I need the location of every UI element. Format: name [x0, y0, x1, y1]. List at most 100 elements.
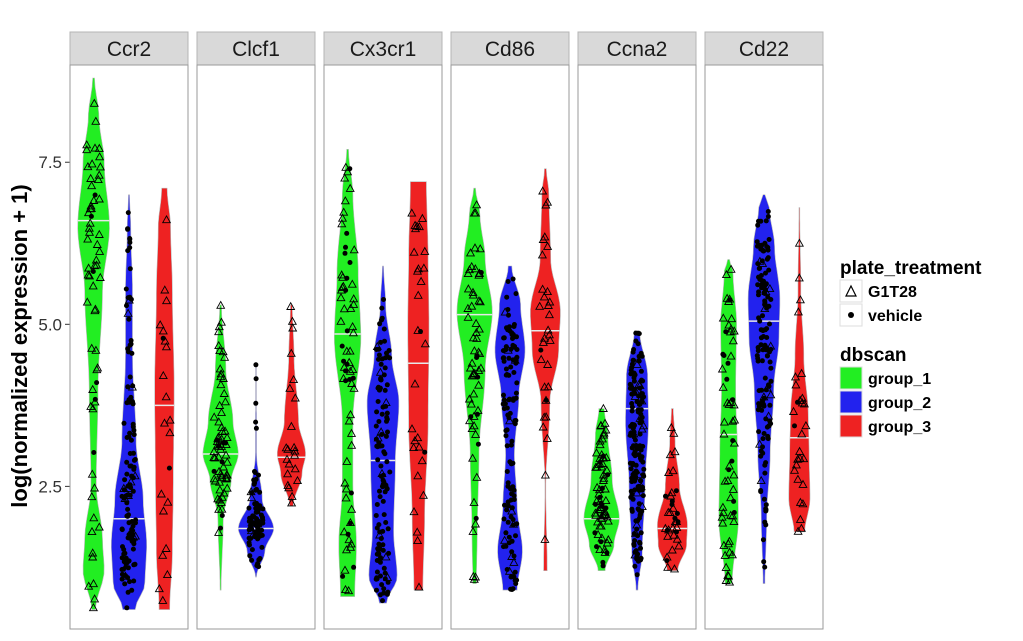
- data-point-vehicle: [792, 423, 797, 429]
- data-point-vehicle: [474, 353, 480, 359]
- data-point-vehicle: [501, 392, 506, 398]
- data-point-g1t28: [222, 470, 232, 479]
- data-point-g1t28: [630, 550, 640, 559]
- data-point-g1t28: [336, 316, 346, 325]
- data-point-g1t28: [412, 527, 422, 536]
- data-point-vehicle: [343, 244, 348, 250]
- data-point-vehicle: [510, 484, 516, 490]
- data-point-g1t28: [217, 504, 227, 513]
- data-point-g1t28: [543, 241, 553, 250]
- data-point-g1t28: [789, 465, 800, 474]
- violin-group-3: [276, 304, 306, 507]
- data-point-g1t28: [420, 339, 430, 348]
- data-point-g1t28: [127, 382, 137, 391]
- data-point-vehicle: [758, 488, 764, 493]
- data-point-g1t28: [633, 469, 644, 479]
- legend-key-group-2: [839, 390, 863, 414]
- data-point-g1t28: [88, 578, 99, 588]
- data-point-g1t28: [795, 514, 805, 523]
- data-point-vehicle: [119, 527, 125, 533]
- data-point-vehicle: [127, 240, 133, 245]
- data-point-g1t28: [283, 469, 293, 478]
- data-point-g1t28: [500, 535, 510, 544]
- data-point-vehicle: [640, 378, 646, 384]
- data-point-g1t28: [91, 345, 101, 354]
- data-point-g1t28: [463, 268, 473, 278]
- data-point-g1t28: [375, 530, 385, 539]
- data-point-g1t28: [417, 213, 427, 222]
- data-point-vehicle: [766, 237, 772, 242]
- data-point-vehicle: [605, 472, 611, 478]
- data-point-g1t28: [669, 428, 679, 437]
- data-point-vehicle: [501, 406, 507, 412]
- data-point-g1t28: [717, 364, 727, 373]
- facet-strip: [69, 31, 189, 66]
- data-point-g1t28: [465, 415, 475, 425]
- data-point-g1t28: [222, 432, 232, 442]
- data-point-vehicle: [381, 586, 387, 592]
- data-point-vehicle: [219, 459, 225, 465]
- data-point-vehicle: [506, 534, 512, 540]
- data-point-vehicle: [132, 561, 138, 567]
- data-point-vehicle: [343, 287, 349, 293]
- data-point-g1t28: [635, 380, 645, 389]
- data-point-g1t28: [93, 174, 103, 184]
- data-point-vehicle: [387, 469, 393, 475]
- data-point-vehicle: [121, 566, 126, 572]
- data-point-g1t28: [542, 286, 553, 296]
- data-point-g1t28: [474, 365, 484, 374]
- data-point-vehicle: [344, 275, 350, 281]
- data-point-g1t28: [83, 207, 94, 217]
- data-point-g1t28: [214, 326, 224, 336]
- data-point-g1t28: [469, 346, 479, 355]
- data-point-vehicle: [635, 341, 641, 347]
- data-point-g1t28: [347, 440, 357, 449]
- data-point-vehicle: [765, 209, 771, 214]
- data-point-g1t28: [764, 411, 774, 420]
- data-point-g1t28: [470, 264, 480, 273]
- data-point-vehicle: [756, 289, 762, 295]
- data-point-g1t28: [793, 474, 803, 483]
- data-point-g1t28: [724, 320, 734, 329]
- facet-panel-ccr2: Ccr2: [69, 31, 189, 630]
- data-point-g1t28: [95, 162, 105, 171]
- data-point-vehicle: [768, 365, 774, 371]
- data-point-vehicle: [764, 424, 770, 430]
- data-point-g1t28: [338, 272, 348, 281]
- data-point-g1t28: [348, 328, 358, 337]
- data-point-g1t28: [668, 503, 678, 512]
- data-point-vehicle: [758, 246, 764, 252]
- data-point-g1t28: [89, 98, 99, 107]
- data-point-g1t28: [726, 264, 736, 273]
- data-point-g1t28: [220, 352, 230, 361]
- data-point-vehicle: [767, 402, 773, 408]
- data-point-g1t28: [637, 396, 647, 405]
- data-point-vehicle: [765, 247, 771, 253]
- data-point-g1t28: [123, 483, 133, 492]
- data-point-g1t28: [94, 229, 104, 238]
- data-point-g1t28: [728, 336, 738, 345]
- data-point-g1t28: [217, 422, 227, 431]
- data-point-g1t28: [727, 313, 737, 323]
- data-point-g1t28: [543, 300, 553, 309]
- data-point-vehicle: [760, 537, 766, 543]
- data-point-g1t28: [283, 444, 293, 453]
- data-point-vehicle: [757, 318, 763, 324]
- data-point-vehicle: [640, 472, 646, 478]
- data-point-g1t28: [375, 367, 385, 376]
- data-point-vehicle: [128, 338, 134, 343]
- data-point-vehicle: [759, 358, 765, 364]
- data-point-vehicle: [726, 467, 732, 473]
- data-point-g1t28: [412, 221, 422, 230]
- data-point-g1t28: [120, 571, 130, 580]
- data-point-g1t28: [595, 544, 605, 554]
- y-tick-label: 7.5: [38, 153, 62, 172]
- data-point-vehicle: [130, 488, 136, 494]
- data-point-g1t28: [341, 484, 351, 493]
- data-point-vehicle: [376, 522, 382, 528]
- data-point-vehicle: [763, 218, 769, 224]
- data-point-vehicle: [505, 412, 511, 418]
- data-point-vehicle: [128, 530, 134, 536]
- data-point-vehicle: [253, 362, 259, 368]
- data-point-vehicle: [378, 463, 384, 469]
